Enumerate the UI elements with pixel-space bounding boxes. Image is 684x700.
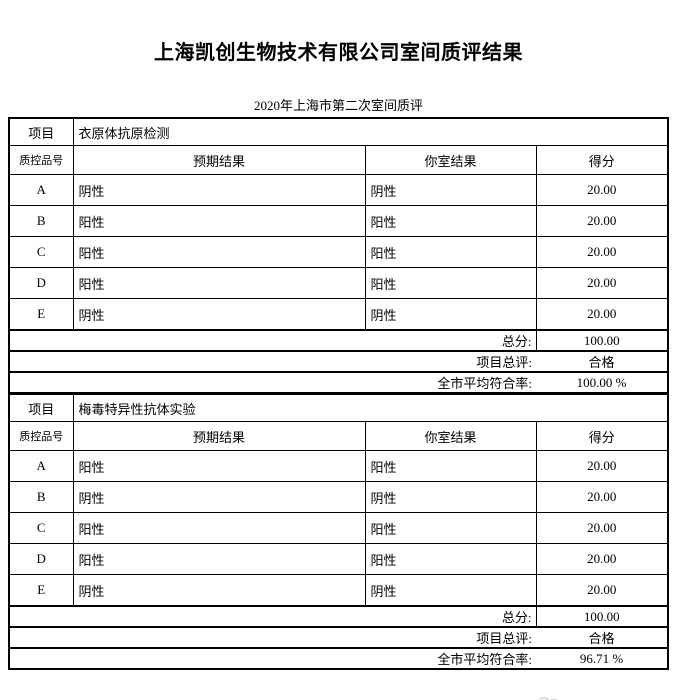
- expected-cell: 阳性: [72, 543, 366, 575]
- score-cell: 20.00: [535, 481, 669, 513]
- sample-id-cell: D: [8, 543, 74, 575]
- brand-logo-icon: [537, 694, 567, 700]
- expected-result-header: 预期结果: [72, 421, 366, 451]
- sample-id-cell: D: [8, 267, 74, 299]
- result-cell: 阳性: [364, 205, 537, 237]
- sample-id-cell: B: [8, 481, 74, 513]
- total-score-row: 总分: 100.00: [8, 605, 669, 628]
- sample-id-cell: E: [8, 298, 74, 331]
- table-row: C 阳性 阳性 20.00: [8, 236, 669, 268]
- project-overall-label-cell: 项目总评:: [8, 350, 536, 373]
- expected-cell: 阳性: [72, 236, 366, 268]
- result-cell: 阳性: [364, 512, 537, 544]
- table-row: B 阴性 阴性 20.00: [8, 481, 669, 513]
- score-cell: 20.00: [535, 298, 669, 331]
- brand-watermark: 凯创生物: [8, 670, 669, 700]
- qc-sample-no-header: 质控品号: [8, 421, 74, 451]
- project-overall-value-cell: 合格: [536, 350, 669, 373]
- qc-sample-no-header: 质控品号: [8, 145, 74, 175]
- table-row: B 阳性 阳性 20.00: [8, 205, 669, 237]
- qa-results-table: 项目 衣原体抗原检测 质控品号 预期结果 你室结果 得分 A 阴性 阴性 20.…: [8, 117, 669, 670]
- table-header-row-1: 质控品号 预期结果 你室结果 得分: [8, 145, 669, 175]
- score-cell: 20.00: [535, 174, 669, 206]
- sample-id-cell: B: [8, 205, 74, 237]
- sample-id-cell: C: [8, 512, 74, 544]
- result-cell: 阳性: [364, 267, 537, 299]
- project-overall-row: 项目总评: 合格: [8, 626, 669, 649]
- project-label-cell: 项目: [8, 117, 74, 146]
- page-subtitle: 2020年上海市第二次室间质评: [253, 98, 423, 113]
- project-overall-label-cell: 项目总评:: [8, 626, 536, 649]
- score-header: 得分: [535, 421, 669, 451]
- expected-cell: 阴性: [72, 298, 366, 331]
- result-cell: 阳性: [364, 450, 537, 482]
- table-header-row-2: 质控品号 预期结果 你室结果 得分: [8, 421, 669, 451]
- city-avg-value-cell: 96.71 %: [536, 647, 669, 670]
- expected-cell: 阳性: [72, 267, 366, 299]
- table-row: A 阴性 阴性 20.00: [8, 174, 669, 206]
- your-lab-result-header: 你室结果: [364, 145, 537, 175]
- score-cell: 20.00: [535, 512, 669, 544]
- expected-cell: 阴性: [72, 481, 366, 513]
- total-score-value-cell: 100.00: [535, 605, 669, 628]
- project-overall-value-cell: 合格: [536, 626, 669, 649]
- table-row-project-2: 项目 梅毒特异性抗体实验: [8, 392, 669, 422]
- result-cell: 阴性: [364, 574, 537, 607]
- result-cell: 阴性: [364, 298, 537, 331]
- total-score-row: 总分: 100.00: [8, 329, 669, 352]
- expected-cell: 阴性: [72, 574, 366, 607]
- expected-cell: 阳性: [72, 512, 366, 544]
- project-overall-row: 项目总评: 合格: [8, 350, 669, 373]
- total-score-label-cell: 总分:: [8, 329, 537, 352]
- total-score-value-cell: 100.00: [535, 329, 669, 352]
- city-avg-label-cell: 全市平均符合率:: [8, 371, 536, 394]
- sample-id-cell: A: [8, 450, 74, 482]
- project-label-cell: 项目: [8, 392, 74, 422]
- table-row: A 阳性 阳性 20.00: [8, 450, 669, 482]
- score-cell: 20.00: [535, 450, 669, 482]
- sample-id-cell: C: [8, 236, 74, 268]
- table-row: D 阳性 阳性 20.00: [8, 267, 669, 299]
- project-name-cell: 梅毒特异性抗体实验: [72, 392, 669, 422]
- project-name-cell: 衣原体抗原检测: [72, 117, 669, 146]
- score-cell: 20.00: [535, 236, 669, 268]
- brand-text: 凯创生物: [573, 696, 645, 700]
- city-avg-label-cell: 全市平均符合率:: [8, 647, 536, 670]
- score-cell: 20.00: [535, 267, 669, 299]
- table-row: C 阳性 阳性 20.00: [8, 512, 669, 544]
- table-row: D 阳性 阳性 20.00: [8, 543, 669, 575]
- table-row-project-1: 项目 衣原体抗原检测: [8, 117, 669, 146]
- total-score-label-cell: 总分:: [8, 605, 537, 628]
- result-cell: 阴性: [364, 481, 537, 513]
- sample-id-cell: E: [8, 574, 74, 607]
- expected-result-header: 预期结果: [72, 145, 366, 175]
- score-cell: 20.00: [535, 543, 669, 575]
- page-title: 上海凯创生物技术有限公司室间质评结果: [154, 42, 523, 64]
- expected-cell: 阳性: [72, 205, 366, 237]
- expected-cell: 阳性: [72, 450, 366, 482]
- result-cell: 阴性: [364, 174, 537, 206]
- city-avg-row: 全市平均符合率: 96.71 %: [8, 647, 669, 670]
- score-header: 得分: [535, 145, 669, 175]
- score-cell: 20.00: [535, 205, 669, 237]
- your-lab-result-header: 你室结果: [364, 421, 537, 451]
- city-avg-row: 全市平均符合率: 100.00 %: [8, 371, 669, 394]
- result-cell: 阳性: [364, 543, 537, 575]
- table-row: E 阴性 阴性 20.00: [8, 298, 669, 331]
- table-row: E 阴性 阴性 20.00: [8, 574, 669, 607]
- result-cell: 阳性: [364, 236, 537, 268]
- document-page: 上海凯创生物技术有限公司室间质评结果 2020年上海市第二次室间质评 项目 衣原…: [0, 36, 684, 700]
- city-avg-value-cell: 100.00 %: [536, 371, 669, 394]
- expected-cell: 阴性: [72, 174, 366, 206]
- sample-id-cell: A: [8, 174, 74, 206]
- score-cell: 20.00: [535, 574, 669, 607]
